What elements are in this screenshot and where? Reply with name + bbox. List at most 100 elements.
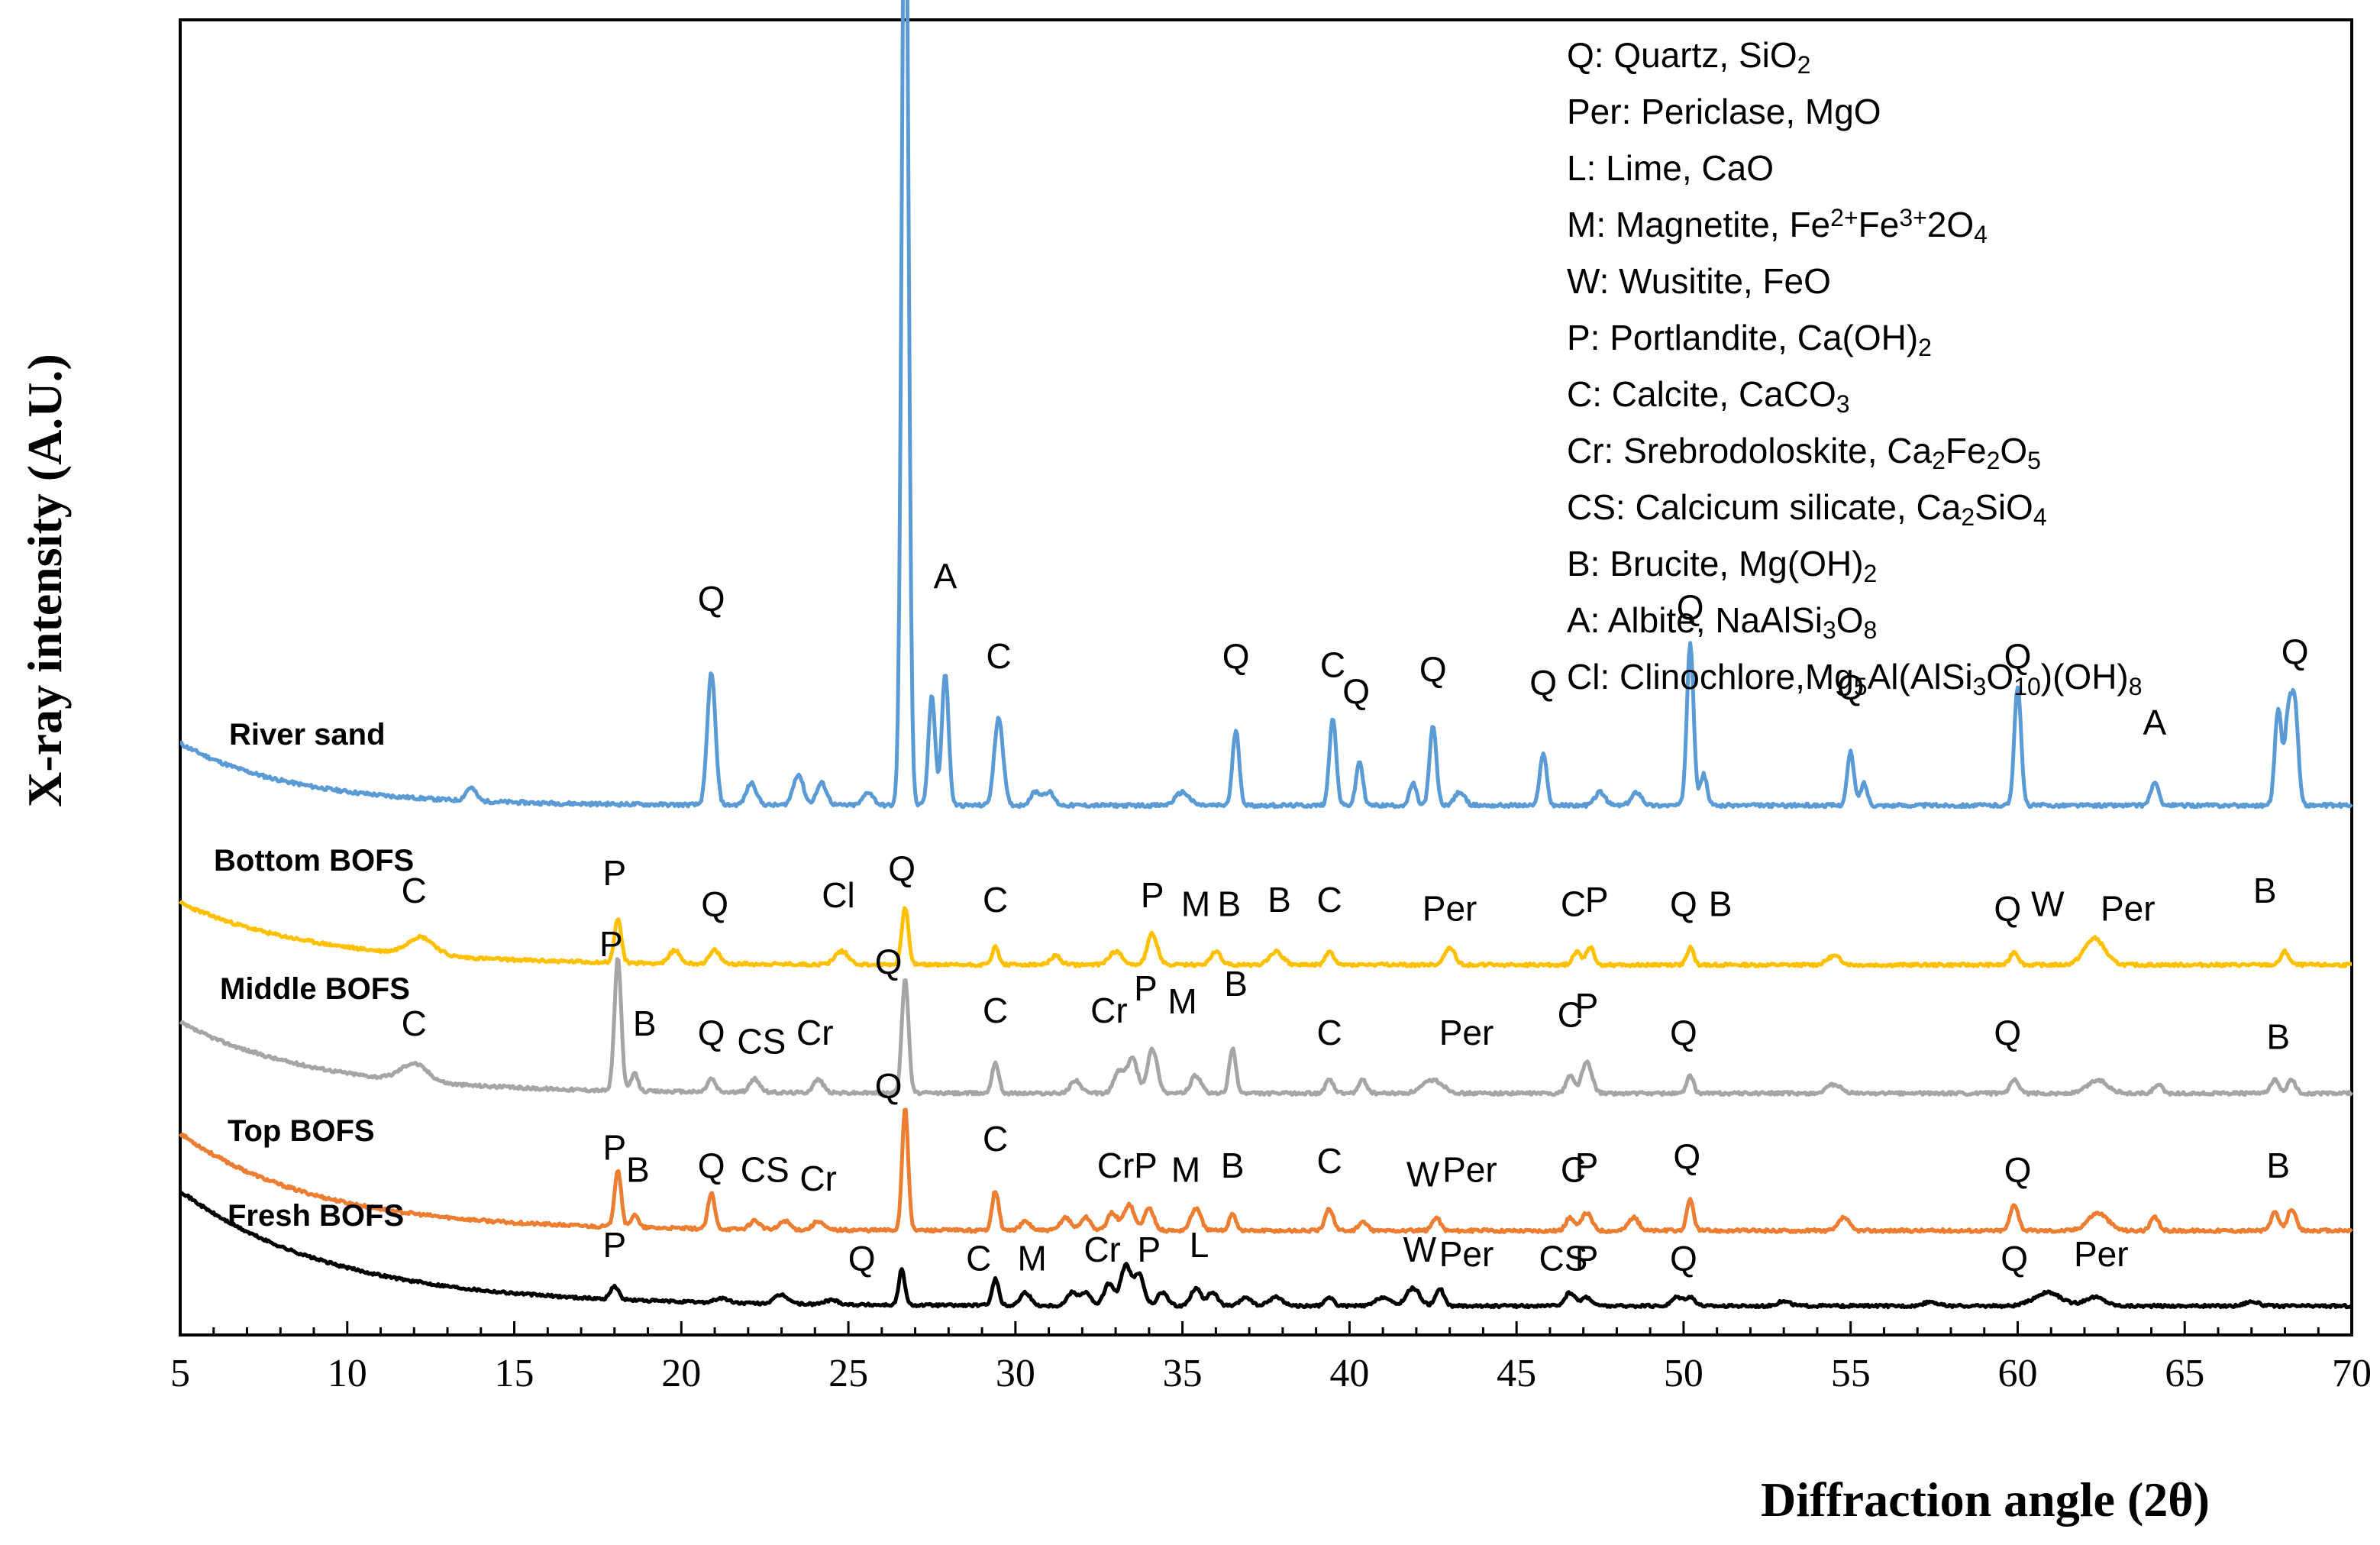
peak-label: P xyxy=(1575,986,1599,1026)
peak-label: Q xyxy=(1670,1239,1697,1278)
x-tick-label: 25 xyxy=(828,1352,868,1395)
peak-label: P xyxy=(1575,1239,1599,1278)
peak-label: Q xyxy=(1419,649,1447,689)
x-tick-label: 55 xyxy=(1831,1352,1871,1395)
series-label-middle-bofs: Middle BOFS xyxy=(220,972,410,1006)
peak-label: Q xyxy=(1342,671,1370,711)
peak-label: A xyxy=(2143,703,2167,742)
peak-label: M xyxy=(1018,1239,1047,1278)
peak-label: Q xyxy=(698,1013,725,1052)
peak-label: Per xyxy=(1423,888,1477,928)
series-label-river-sand: River sand xyxy=(229,718,386,751)
peak-label: C xyxy=(986,636,1011,676)
legend-entry: A: Albite, NaAlSi3O8 xyxy=(1567,600,1877,644)
peak-label: Q xyxy=(875,1065,903,1105)
peak-label: C xyxy=(1320,645,1345,684)
peak-label: Cr xyxy=(1083,1230,1121,1269)
peak-label: C xyxy=(1558,995,1583,1035)
legend-entry: Per: Periclase, MgO xyxy=(1567,92,1881,131)
peak-label: L xyxy=(1190,1225,1209,1265)
peak-label: P xyxy=(1138,1230,1161,1269)
peak-label: Q xyxy=(1222,636,1250,676)
peak-annotations: QQACQCQQQQQQAQCPQClQCPMBBCPerCPQBQWPerBC… xyxy=(402,556,2309,1278)
peak-label: Q xyxy=(701,884,728,924)
series-label-top-bofs: Top BOFS xyxy=(228,1114,375,1148)
peak-label: P xyxy=(1575,1146,1599,1185)
y-axis-title: X-ray intensity (A.U.) xyxy=(18,354,72,807)
series-line-river-sand xyxy=(179,0,2353,810)
series-label-bottom-bofs: Bottom BOFS xyxy=(214,844,414,878)
x-tick-label: 70 xyxy=(2332,1352,2372,1395)
peak-label: CS xyxy=(737,1021,786,1061)
x-tick-label: 30 xyxy=(996,1352,1035,1395)
peak-label: Per xyxy=(1442,1150,1497,1190)
peak-label: Per xyxy=(2074,1234,2129,1274)
peak-label: Q xyxy=(2001,1239,2028,1278)
legend-entry: Q: Quartz, SiO2 xyxy=(1567,35,1810,79)
peak-label: P xyxy=(602,1128,626,1168)
peak-label: P xyxy=(599,924,623,964)
peak-label: C xyxy=(402,1004,427,1043)
peak-label: C xyxy=(983,1119,1008,1159)
peak-label: C xyxy=(1316,1013,1342,1052)
legend-entry: L: Lime, CaO xyxy=(1567,148,1774,188)
peak-label: W xyxy=(1403,1230,1437,1269)
x-tick-label: 50 xyxy=(1664,1352,1703,1395)
peak-label: Q xyxy=(888,848,916,888)
peak-label: Per xyxy=(1439,1234,1494,1274)
peak-label: M xyxy=(1171,1150,1200,1190)
peak-label: Per xyxy=(2101,888,2156,928)
series-layer xyxy=(178,0,2354,1310)
peak-label: Q xyxy=(2004,636,2032,676)
x-tick-label: 20 xyxy=(661,1352,701,1395)
peak-label: M xyxy=(1167,981,1196,1021)
series-line-middle-bofs xyxy=(179,957,2354,1097)
legend-entry: B: Brucite, Mg(OH)2 xyxy=(1567,544,1877,587)
peak-label: Q xyxy=(698,1146,725,1185)
peak-label: Q xyxy=(2282,632,2309,671)
series-line-top-bofs xyxy=(178,1107,2353,1234)
peak-label: B xyxy=(633,1004,657,1043)
peak-label: CS xyxy=(741,1150,790,1190)
peak-label: C xyxy=(983,880,1008,920)
series-labels: River sand Bottom BOFS Middle BOFS Top BOFS… xyxy=(214,718,414,1233)
peak-label: B xyxy=(2266,1017,2290,1057)
peak-label: Q xyxy=(2004,1150,2032,1190)
legend-entry: Cl: Clinochlore,Mg5Al(AlSi3O10)(OH)8 xyxy=(1567,657,2143,700)
peak-label: W xyxy=(2031,884,2065,924)
x-tick-label: 5 xyxy=(170,1352,190,1395)
peak-label: Q xyxy=(1673,1136,1700,1176)
peak-label: Cr xyxy=(799,1159,837,1198)
series-line-fresh-bofs xyxy=(179,1190,2353,1310)
peak-label: Cl xyxy=(822,875,854,915)
peak-label: Cr xyxy=(796,1013,834,1052)
x-tick-label: 40 xyxy=(1329,1352,1369,1395)
peak-label: B xyxy=(626,1150,650,1190)
peak-label: Q xyxy=(1529,663,1557,703)
peak-label: B xyxy=(1709,884,1733,924)
x-axis-title: Diffraction angle (2θ) xyxy=(1761,1472,2210,1527)
peak-label: C xyxy=(1561,1150,1586,1190)
peak-label: Q xyxy=(1994,888,2021,928)
legend-entry: M: Magnetite, Fe2+Fe3+2O4 xyxy=(1567,204,1988,248)
peak-label: C xyxy=(402,871,427,910)
peak-label: Per xyxy=(1439,1013,1494,1052)
peak-label: Q xyxy=(1670,1013,1697,1052)
peak-label: P xyxy=(1585,880,1609,920)
peak-label: B xyxy=(1218,884,1242,924)
peak-label: P xyxy=(1141,875,1164,915)
peak-label: P xyxy=(1134,968,1158,1008)
peak-label: C xyxy=(1316,1141,1342,1181)
peak-label: Q xyxy=(875,942,903,981)
peak-label: A xyxy=(934,556,957,596)
peak-label: P xyxy=(1134,1146,1158,1185)
series-label-fresh-bofs: Fresh BOFS xyxy=(228,1199,404,1233)
plot-frame xyxy=(179,18,2353,1337)
legend-entry: CS: Calcicum silicate, Ca2SiO4 xyxy=(1567,487,2047,531)
legend-entry: W: Wusitite, FeO xyxy=(1567,261,1831,301)
peak-label: Q xyxy=(1837,667,1865,706)
peak-label: C xyxy=(983,991,1008,1030)
peak-label: B xyxy=(2266,1146,2290,1185)
x-tick-label: 10 xyxy=(328,1352,367,1395)
